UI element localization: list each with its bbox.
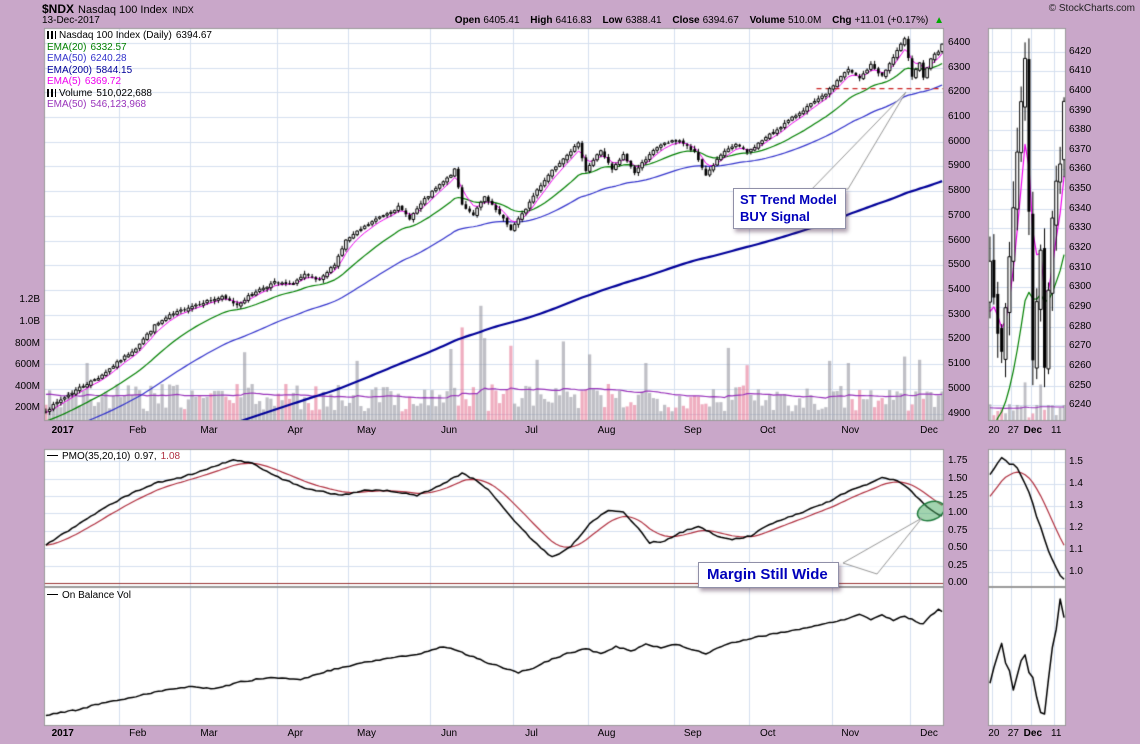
margin-annotation-text: Margin Still Wide <box>707 566 828 583</box>
price-series-icon <box>47 31 56 39</box>
legend-ema50: EMA(50) 6240.28 <box>47 53 212 65</box>
change-value: +11.01 (+0.17%) <box>854 15 929 26</box>
main-chart-legend: Nasdaq 100 Index (Daily) 6394.67 EMA(20) 6… <box>47 30 212 111</box>
ema5-value: 6369.72 <box>84 76 122 87</box>
change-label: Chg <box>832 15 852 26</box>
symbol-name: Nasdaq 100 Index <box>78 4 168 16</box>
legend-volume-ema: EMA(50) 546,123,968 <box>47 99 212 111</box>
low-label: Low <box>602 15 623 26</box>
open-value: 6405.41 <box>483 15 520 26</box>
buy-signal-annotation: ST Trend Model BUY Signal <box>733 188 846 229</box>
pmo-line-icon <box>47 455 58 456</box>
legend-ema20: EMA(20) 6332.57 <box>47 42 212 54</box>
close-value: 6394.67 <box>702 15 739 26</box>
high-label: High <box>530 15 553 26</box>
volume-value: 510.0M <box>787 15 822 26</box>
ema20-label: EMA(20) <box>47 41 87 53</box>
chart-header: $NDX Nasdaq 100 Index INDX © StockCharts.c… <box>0 0 1140 28</box>
legend-title-row: Nasdaq 100 Index (Daily) 6394.67 <box>47 30 212 42</box>
legend-title: Nasdaq 100 Index (Daily) <box>59 30 172 41</box>
symbol-row: $NDX Nasdaq 100 Index INDX <box>42 2 194 16</box>
change-up-arrow-icon: ▲ <box>934 15 944 26</box>
ema20-value: 6332.57 <box>90 41 127 53</box>
obv-legend: On Balance Vol <box>47 590 131 602</box>
ema200-label: EMA(200) <box>47 64 93 76</box>
legend-title-value: 6394.67 <box>175 30 212 41</box>
volume-legend-label: Volume <box>59 87 93 99</box>
low-value: 6388.41 <box>625 15 662 26</box>
copyright: © StockCharts.com <box>1048 3 1135 14</box>
ohlc-quote: Open 6405.41 High 6416.83 Low 6388.41 Close… <box>447 15 944 26</box>
volume-label: Volume <box>749 15 785 26</box>
ema5-label: EMA(5) <box>47 76 81 87</box>
pmo-value: 0.97, <box>134 451 157 462</box>
close-label: Close <box>672 15 700 26</box>
ema50-label: EMA(50) <box>47 53 87 64</box>
buy-signal-line2: BUY Signal <box>740 209 810 224</box>
legend-volume: Volume 510,022,688 <box>47 88 212 100</box>
legend-ema5: EMA(5) 6369.72 <box>47 76 212 88</box>
exchange: INDX <box>172 5 194 15</box>
margin-annotation: Margin Still Wide <box>698 562 839 588</box>
volume-ema-label: EMA(50) <box>47 99 87 110</box>
ema50-value: 6240.28 <box>90 53 127 64</box>
ema200-value: 5844.15 <box>96 64 133 76</box>
legend-ema200: EMA(200) 5844.15 <box>47 65 212 77</box>
high-value: 6416.83 <box>555 15 592 26</box>
chart-date: 13-Dec-2017 <box>42 15 100 26</box>
open-label: Open <box>454 15 481 26</box>
pmo-label: PMO(35,20,10) <box>62 451 131 462</box>
symbol: $NDX <box>42 2 75 16</box>
obv-line-icon <box>47 594 58 595</box>
obv-label: On Balance Vol <box>62 590 131 601</box>
pmo-signal-value: 1.08 <box>160 451 181 462</box>
buy-signal-line1: ST Trend Model <box>740 192 837 207</box>
pmo-legend: PMO(35,20,10) 0.97, 1.08 <box>47 451 180 463</box>
volume-legend-value: 510,022,688 <box>96 87 152 99</box>
volume-ema-value: 546,123,968 <box>90 99 147 110</box>
volume-icon <box>47 88 56 97</box>
